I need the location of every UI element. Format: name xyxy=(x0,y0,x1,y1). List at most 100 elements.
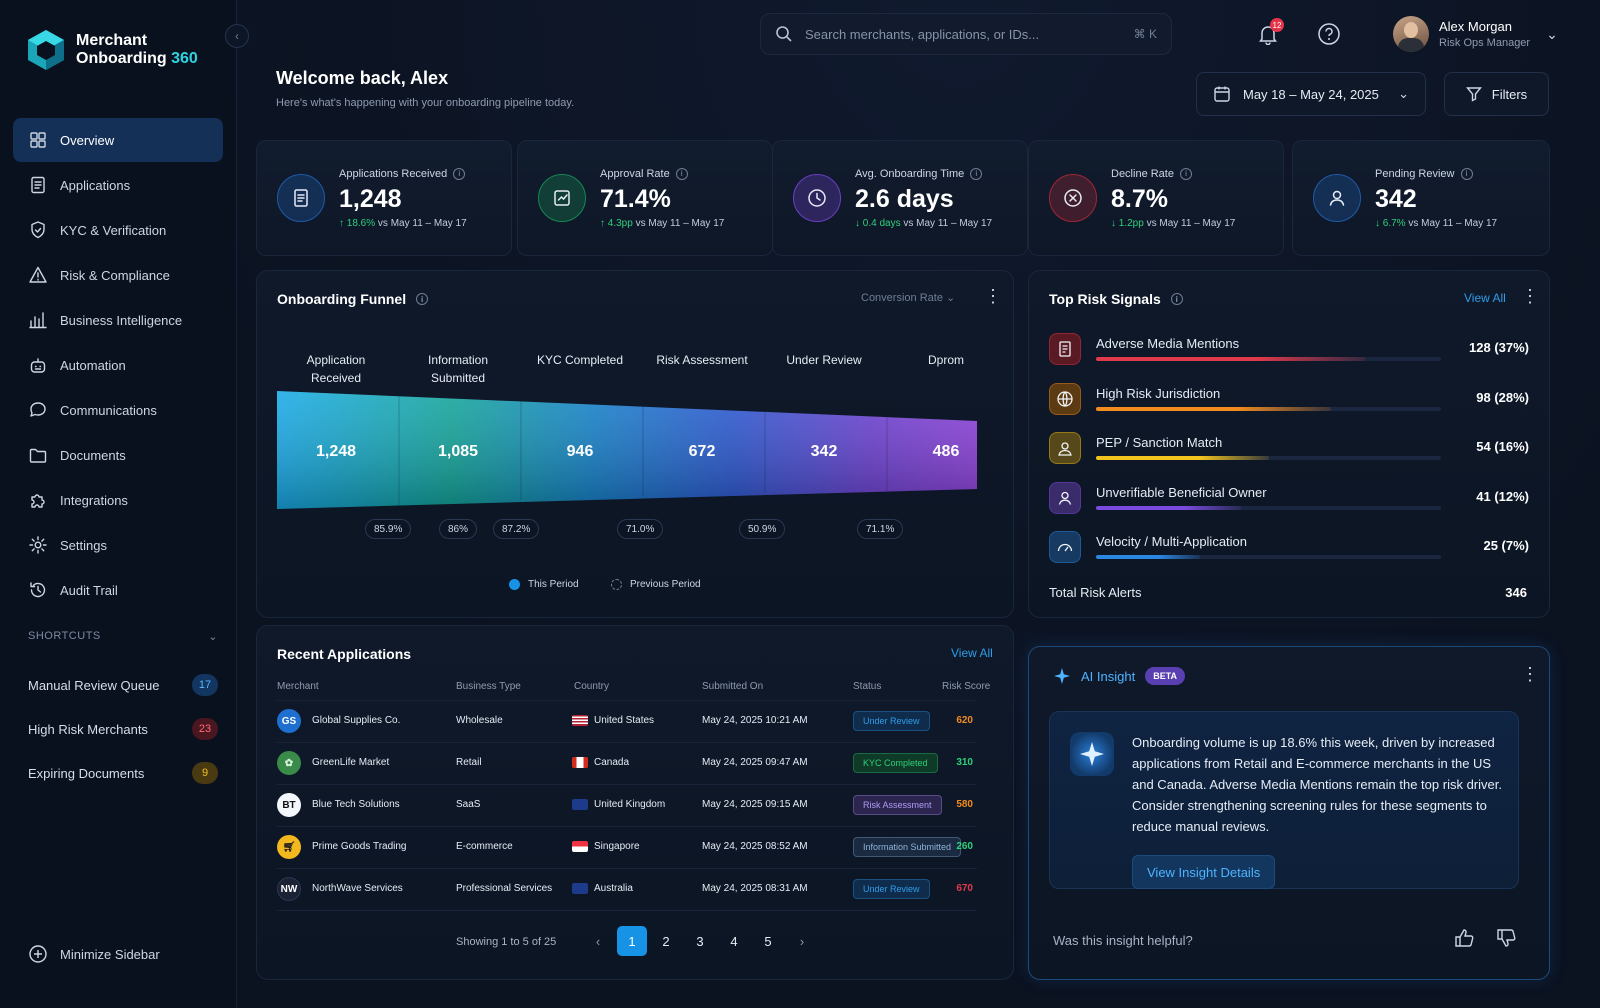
sidebar-item-settings[interactable]: Settings xyxy=(13,523,223,567)
global-search[interactable]: ⌘ K xyxy=(760,13,1172,55)
business-type: SaaS xyxy=(456,799,481,810)
table-row[interactable]: NW NorthWave Services Professional Service… xyxy=(277,869,977,911)
sidebar-item-communications[interactable]: Communications xyxy=(13,388,223,432)
page-button[interactable]: 3 xyxy=(696,933,704,949)
risk-signal-row[interactable]: Velocity / Multi-Application 25 (7%) xyxy=(1049,531,1529,571)
user-menu[interactable]: Alex Morgan Risk Ops Manager ⌄ xyxy=(1393,16,1558,52)
risk-signal-row[interactable]: Unverifiable Beneficial Owner 41 (12%) xyxy=(1049,481,1529,522)
page-button[interactable]: 5 xyxy=(764,933,772,949)
notifications-button[interactable]: 12 xyxy=(1252,18,1284,50)
risk-signal-row[interactable]: Adverse Media Mentions 128 (37%) xyxy=(1049,333,1529,373)
prev-page-button[interactable]: ‹ xyxy=(595,933,601,949)
kpi-card[interactable]: Avg. Onboarding Time i 2.6 days ↓ 0.4 days … xyxy=(772,140,1028,256)
shortcut-manual-review[interactable]: Manual Review Queue 17 xyxy=(28,674,218,696)
sidebar-item-integrations[interactable]: Integrations xyxy=(13,478,223,522)
sidebar-item-business-intelligence[interactable]: Business Intelligence xyxy=(13,298,223,342)
x-circle-icon xyxy=(1049,174,1097,222)
warning-icon xyxy=(29,266,47,283)
kpi-card[interactable]: Decline Rate i 8.7% ↓ 1.2pp vs May 11 – May… xyxy=(1028,140,1284,256)
next-page-button[interactable]: › xyxy=(799,933,805,949)
column-header[interactable]: Merchant xyxy=(277,681,319,692)
help-button[interactable] xyxy=(1313,18,1345,50)
chevron-down-icon: ⌄ xyxy=(946,292,956,304)
minimize-sidebar-button[interactable]: Minimize Sidebar xyxy=(28,944,160,964)
merchant-name[interactable]: Blue Tech Solutions xyxy=(312,799,400,810)
sidebar-item-documents[interactable]: Documents xyxy=(13,433,223,477)
sidebar-item-label: Settings xyxy=(60,537,107,553)
shortcuts-header[interactable]: SHORTCUTS ⌄ xyxy=(28,630,218,643)
sidebar-item-audit-trail[interactable]: Audit Trail xyxy=(13,568,223,612)
date-range-picker[interactable]: May 18 – May 24, 2025 ⌄ xyxy=(1196,72,1426,116)
user-icon xyxy=(1313,174,1361,222)
legend-this-period[interactable]: This Period xyxy=(509,579,579,590)
brand-logo[interactable]: Merchant Onboarding 360 xyxy=(26,28,198,72)
country-name: Singapore xyxy=(594,841,640,853)
more-options-icon[interactable]: ⋮ xyxy=(984,286,1002,306)
column-header[interactable]: Risk Score xyxy=(942,681,991,692)
chevron-down-icon: ⌄ xyxy=(1398,86,1409,101)
sidebar-item-label: Risk & Compliance xyxy=(60,267,170,283)
sidebar-item-label: Applications xyxy=(60,177,131,193)
risk-signal-row[interactable]: PEP / Sanction Match 54 (16%) xyxy=(1049,432,1529,472)
sidebar-item-automation[interactable]: Automation xyxy=(13,343,223,387)
kpi-value: 71.4% xyxy=(600,184,671,213)
shortcut-expiring-docs[interactable]: Expiring Documents 9 xyxy=(28,762,218,784)
kpi-card[interactable]: Approval Rate i 71.4% ↑ 4.3pp vs May 11 – M… xyxy=(517,140,773,256)
view-insight-details-button[interactable]: View Insight Details xyxy=(1132,855,1276,889)
thumbs-up-icon[interactable] xyxy=(1453,927,1475,949)
view-all-applications-link[interactable]: View All xyxy=(951,646,993,660)
more-options-icon[interactable]: ⋮ xyxy=(1521,664,1539,684)
page-button[interactable]: 4 xyxy=(730,933,738,949)
info-icon[interactable]: i xyxy=(453,167,466,180)
column-header[interactable]: Status xyxy=(853,681,882,692)
table-row[interactable]: 🛒︎ Prime Goods Trading E-commerce Singapore… xyxy=(277,827,977,869)
shortcut-high-risk[interactable]: High Risk Merchants 23 xyxy=(28,718,218,740)
info-icon[interactable]: i xyxy=(970,167,983,180)
sidebar-item-kyc-verification[interactable]: KYC & Verification xyxy=(13,208,223,252)
more-options-icon[interactable]: ⋮ xyxy=(1521,286,1539,306)
top-risk-signals-panel: Top Risk Signals i View All ⋮ Adverse Med… xyxy=(1028,270,1550,618)
merchant-name[interactable]: NorthWave Services xyxy=(312,883,403,894)
filters-button[interactable]: Filters xyxy=(1444,72,1549,116)
kpi-card[interactable]: Pending Review i 342 ↓ 6.7% vs May 11 – May… xyxy=(1292,140,1550,256)
thumbs-down-icon[interactable] xyxy=(1495,927,1517,949)
funnel-dividers xyxy=(398,395,888,505)
column-header[interactable]: Country xyxy=(574,681,610,692)
business-type: Professional Services xyxy=(456,883,553,894)
brand-line2: Onboarding xyxy=(76,50,167,67)
table-row[interactable]: BT Blue Tech Solutions SaaS United Kingdom M… xyxy=(277,785,977,827)
shortcut-label: Expiring Documents xyxy=(28,765,145,781)
merchant-name[interactable]: Global Supplies Co. xyxy=(312,715,401,726)
count-badge: 23 xyxy=(192,718,218,740)
legend-label: Previous Period xyxy=(630,579,701,590)
column-header[interactable]: Submitted On xyxy=(702,681,764,692)
sidebar-item-overview[interactable]: Overview xyxy=(13,118,223,162)
info-icon[interactable]: i xyxy=(675,167,688,180)
legend-previous-period[interactable]: Previous Period xyxy=(611,579,701,590)
info-icon[interactable]: i xyxy=(416,293,429,305)
merchant-name[interactable]: GreenLife Market xyxy=(312,757,390,768)
info-icon[interactable]: i xyxy=(1460,167,1473,180)
view-all-risk-link[interactable]: View All xyxy=(1464,291,1506,305)
flag-icon xyxy=(572,799,588,810)
metric-label: Conversion Rate xyxy=(861,292,943,304)
sidebar-item-risk-compliance[interactable]: Risk & Compliance xyxy=(13,253,223,297)
sidebar-item-applications[interactable]: Applications xyxy=(13,163,223,207)
risk-signal-row[interactable]: High Risk Jurisdiction 98 (28%) xyxy=(1049,382,1529,423)
info-icon[interactable]: i xyxy=(1179,167,1192,180)
table-row[interactable]: ✿ GreenLife Market Retail Canada May 24, 202… xyxy=(277,743,977,785)
collapse-sidebar-button[interactable]: ‹ xyxy=(225,24,249,48)
submitted-on: May 24, 2025 08:31 AM xyxy=(702,883,808,894)
kpi-compare: vs May 11 – May 17 xyxy=(1146,217,1236,229)
kpi-delta-row: ↓ 1.2pp vs May 11 – May 17 xyxy=(1111,218,1235,229)
search-input[interactable] xyxy=(805,26,1122,42)
kpi-delta: ↑ 18.6% xyxy=(339,217,376,229)
table-row[interactable]: GS Global Supplies Co. Wholesale United Sta… xyxy=(277,701,977,743)
merchant-name[interactable]: Prime Goods Trading xyxy=(312,841,407,852)
page-button[interactable]: 2 xyxy=(662,933,670,949)
metric-select[interactable]: Conversion Rate ⌄ xyxy=(861,291,955,304)
info-icon[interactable]: i xyxy=(1170,293,1183,305)
kpi-card[interactable]: Applications Received i 1,248 ↑ 18.6% vs Ma… xyxy=(256,140,512,256)
column-header[interactable]: Business Type xyxy=(456,681,521,692)
page-button[interactable]: 1 xyxy=(617,926,647,956)
